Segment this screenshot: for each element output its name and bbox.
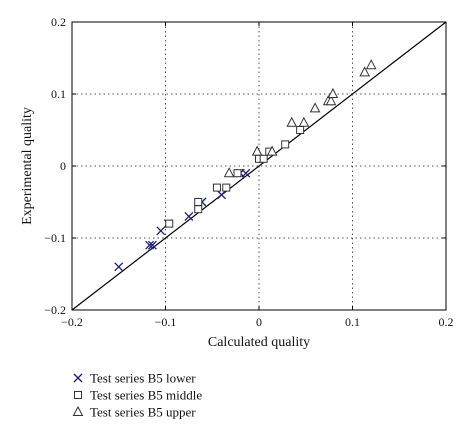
legend-marker	[73, 373, 83, 383]
data-point	[286, 116, 298, 127]
y-tick-label: −0.2	[44, 303, 66, 317]
plot-frame	[71, 21, 447, 311]
reference-line	[71, 21, 447, 311]
data-point	[145, 240, 155, 250]
legend-marker	[72, 405, 84, 416]
x-tick-label: 0.1	[345, 315, 360, 329]
legend-label: Test series B5 middle	[90, 388, 202, 403]
data-point	[327, 87, 339, 98]
data-point	[325, 95, 337, 106]
data-point	[251, 145, 263, 156]
data-points	[114, 59, 377, 272]
tick-labels: −0.2 −0.1 0 0.1 0.2 −0.2 −0.1 0 0.1 0.2	[44, 15, 453, 329]
x-axis-label: Calculated quality	[208, 335, 310, 350]
data-point	[194, 205, 203, 214]
data-point	[184, 211, 194, 221]
data-point	[194, 198, 203, 206]
data-point	[298, 116, 310, 127]
y-tick-label: 0	[60, 159, 66, 173]
legend-label: Test series B5 upper	[90, 405, 196, 420]
legend-marker	[74, 391, 82, 399]
data-point	[217, 190, 227, 200]
data-point	[222, 183, 231, 192]
data-point	[233, 169, 242, 178]
x-tick-label: −0.1	[155, 315, 177, 329]
data-point	[165, 219, 174, 228]
y-tick-label: −0.1	[44, 231, 66, 245]
data-point	[212, 183, 221, 192]
y-tick-label: 0.1	[51, 87, 66, 101]
data-point	[114, 262, 124, 272]
legend: Test series B5 lower Test series B5 middl…	[72, 371, 202, 420]
legend-label: Test series B5 lower	[90, 371, 196, 386]
data-point	[259, 154, 268, 163]
data-point	[365, 59, 377, 70]
data-point	[309, 102, 321, 113]
data-point	[156, 226, 166, 236]
data-point	[223, 167, 235, 178]
y-tick-label: 0.2	[51, 15, 66, 29]
reference-line-layer	[71, 21, 447, 311]
x-tick-label: 0.2	[439, 315, 454, 329]
data-point	[296, 126, 305, 134]
data-point	[241, 168, 251, 178]
x-tick-label: 0	[256, 315, 262, 329]
data-point	[359, 66, 370, 77]
data-point	[281, 140, 290, 149]
data-point	[266, 145, 278, 156]
y-axis-label: Experimental quality	[20, 107, 35, 225]
x-tick-label: −0.2	[61, 315, 83, 329]
data-point	[147, 240, 157, 250]
